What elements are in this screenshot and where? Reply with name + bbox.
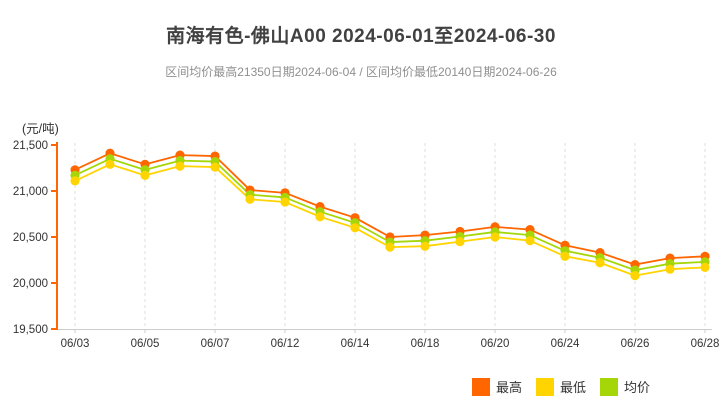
svg-text:06/07: 06/07 [201, 338, 230, 350]
svg-text:06/26: 06/26 [621, 338, 650, 350]
svg-text:06/12: 06/12 [271, 338, 300, 350]
page-subtitle: 区间均价最高21350日期2024-06-04 / 区间均价最低20140日期2… [165, 65, 557, 79]
svg-text:06/03: 06/03 [61, 338, 90, 350]
legend-item-1[interactable]: 最低 [536, 377, 586, 396]
svg-text:06/28: 06/28 [691, 338, 720, 350]
svg-text:06/14: 06/14 [341, 338, 370, 350]
legend: 最高 最低 均价 [472, 377, 664, 396]
svg-text:06/05: 06/05 [131, 338, 160, 350]
svg-text:21,500: 21,500 [13, 140, 48, 152]
legend-swatch-icon [472, 377, 490, 396]
svg-text:06/24: 06/24 [551, 338, 580, 350]
svg-text:19,500: 19,500 [13, 324, 48, 336]
page-title: 南海有色-佛山A00 2024-06-01至2024-06-30 [166, 26, 556, 47]
legend-label: 最高 [496, 380, 523, 395]
svg-text:20,000: 20,000 [13, 278, 48, 290]
legend-item-2[interactable]: 均价 [600, 377, 650, 396]
svg-text:06/18: 06/18 [411, 338, 440, 350]
legend-swatch-icon [600, 377, 619, 396]
svg-text:21,000: 21,000 [13, 186, 48, 198]
svg-text:20,500: 20,500 [13, 232, 48, 244]
legend-label: 最低 [560, 380, 587, 395]
legend-swatch-icon [536, 377, 555, 396]
legend-item-0[interactable]: 最高 [472, 377, 522, 396]
y-axis-unit-label: (元/吨) [22, 122, 59, 136]
legend-label: 均价 [624, 380, 651, 395]
svg-text:06/20: 06/20 [481, 338, 510, 350]
